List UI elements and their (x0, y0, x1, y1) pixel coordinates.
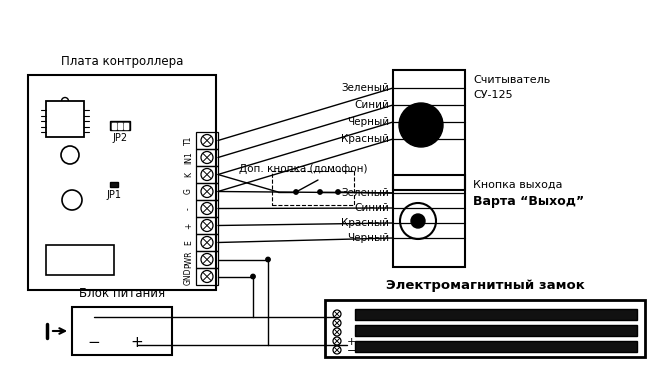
Text: Считыватель: Считыватель (473, 75, 550, 85)
Text: Зеленый: Зеленый (341, 188, 389, 198)
Circle shape (294, 190, 298, 194)
Bar (72, 307, 172, 355)
Bar (196, 132, 218, 149)
Circle shape (335, 190, 340, 194)
Text: Красный: Красный (341, 134, 389, 144)
Text: Блок питания: Блок питания (79, 287, 165, 300)
Text: Плата контроллера: Плата контроллера (61, 55, 183, 68)
Circle shape (318, 190, 322, 194)
Text: JP2: JP2 (113, 133, 127, 143)
Text: +: + (131, 335, 143, 350)
Text: Электромагнитный замок: Электромагнитный замок (386, 279, 585, 292)
Bar (355, 325, 637, 336)
Bar (110, 182, 118, 187)
Text: T1: T1 (184, 136, 193, 145)
Text: E: E (184, 240, 193, 245)
Circle shape (399, 103, 443, 147)
Text: JP1: JP1 (107, 190, 121, 200)
Text: Кнопка выхода: Кнопка выхода (473, 180, 562, 190)
Circle shape (251, 274, 255, 279)
Bar (196, 200, 218, 217)
Bar (196, 149, 218, 166)
Bar (325, 300, 645, 357)
Text: IN1: IN1 (184, 151, 193, 164)
Text: Синий: Синий (354, 203, 389, 213)
Bar (112, 122, 116, 129)
Bar (46, 101, 84, 137)
Text: Варта “Выход”: Варта “Выход” (473, 195, 584, 208)
Text: +: + (347, 337, 357, 347)
Text: -: - (184, 207, 193, 210)
Bar (393, 70, 465, 190)
Bar (110, 121, 130, 130)
Bar (196, 217, 218, 234)
Bar (124, 122, 128, 129)
Bar (355, 341, 637, 352)
Text: GND: GND (184, 268, 193, 285)
Text: Доп. кнопка (домофон): Доп. кнопка (домофон) (239, 164, 367, 174)
Circle shape (411, 214, 425, 228)
Text: Черный: Черный (347, 233, 389, 243)
Text: PWR: PWR (184, 251, 193, 268)
Text: K: K (184, 172, 193, 177)
Text: Красный: Красный (341, 218, 389, 228)
Text: +: + (184, 222, 193, 229)
Text: −: − (88, 335, 100, 350)
Bar (196, 166, 218, 183)
Bar (196, 268, 218, 285)
Bar (196, 183, 218, 200)
Text: G: G (184, 189, 193, 194)
Bar (46, 245, 114, 275)
Bar (196, 234, 218, 251)
Text: Синий: Синий (354, 100, 389, 110)
Circle shape (266, 257, 271, 262)
Bar (118, 122, 122, 129)
Bar (28, 75, 216, 290)
Bar (393, 175, 465, 267)
Text: Зеленый: Зеленый (341, 83, 389, 93)
Bar (196, 251, 218, 268)
Text: −: − (347, 346, 357, 356)
Bar (355, 309, 637, 320)
Text: Черный: Черный (347, 117, 389, 127)
Text: СУ-125: СУ-125 (473, 90, 512, 100)
